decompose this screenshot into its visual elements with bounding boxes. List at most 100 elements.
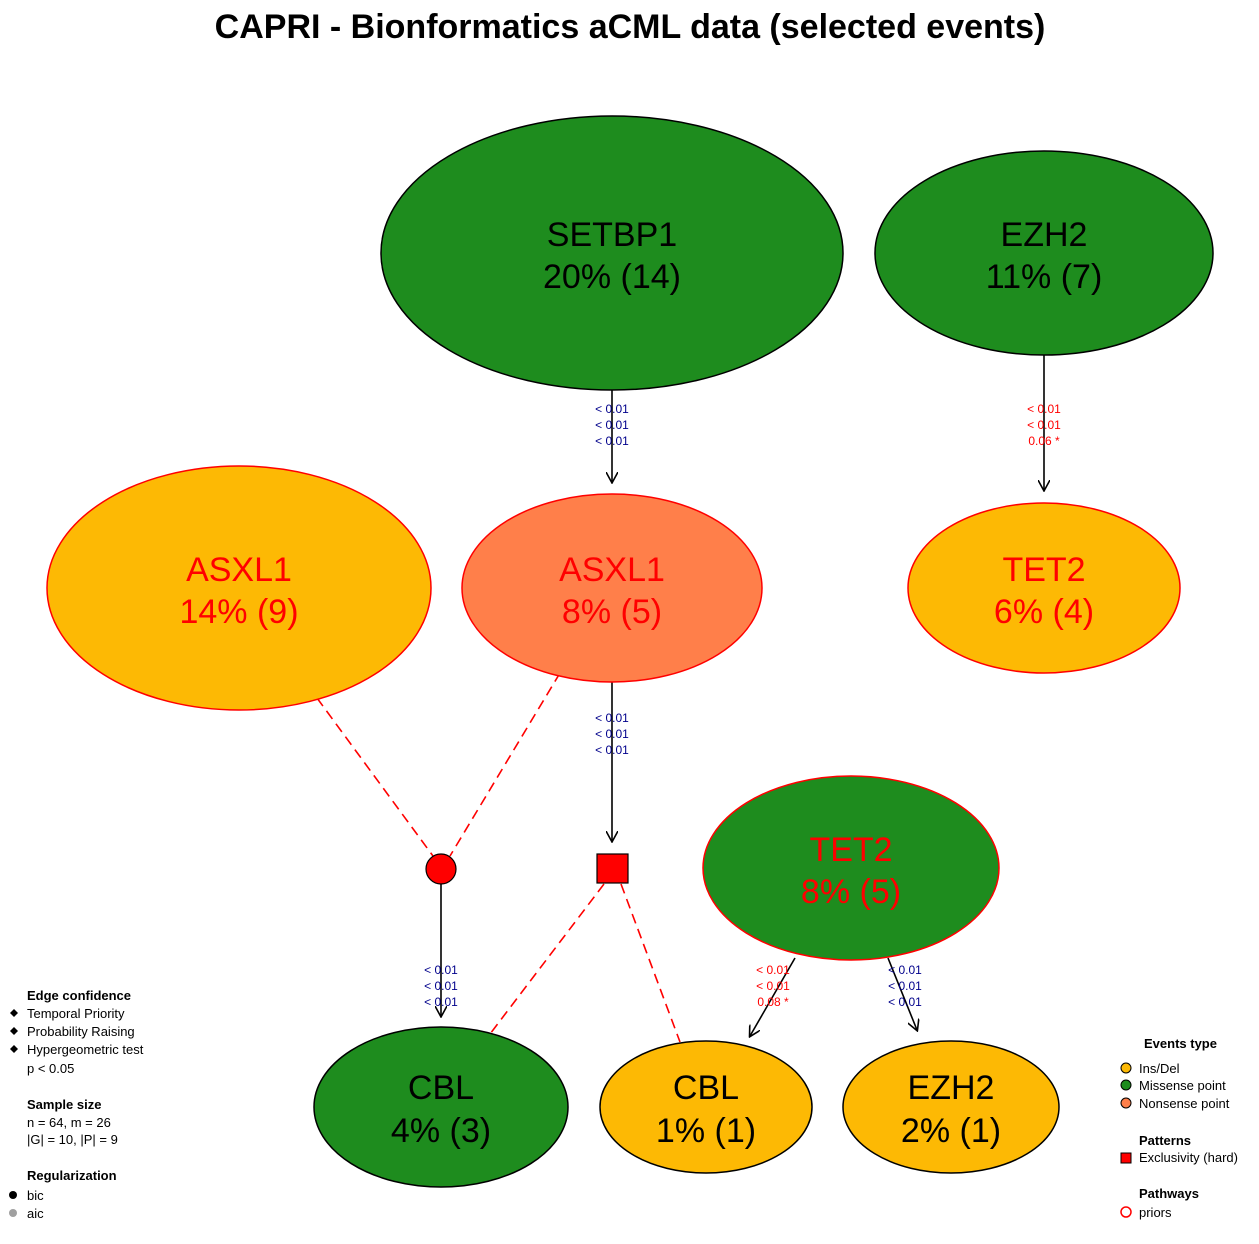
edges bbox=[441, 355, 1044, 1036]
node-gene-label: ASXL1 bbox=[186, 551, 292, 589]
exclusivity-pattern-node[interactable] bbox=[596, 853, 629, 884]
dashed-asxl1-indel-or bbox=[316, 697, 434, 857]
edge-label-asxl1-exclusivity: < 0.01 < 0.01 < 0.01 bbox=[595, 711, 629, 757]
legend-temporal-priority: Temporal Priority bbox=[27, 1006, 125, 1021]
or-pattern-node[interactable] bbox=[425, 853, 457, 885]
diagram-title: CAPRI - Bionformatics aCML data (selecte… bbox=[215, 8, 1046, 46]
bic-dot-icon bbox=[9, 1191, 17, 1199]
node-shape bbox=[874, 150, 1214, 356]
edge-confidence-value: < 0.01 bbox=[595, 402, 629, 416]
diamond-bullet-icon bbox=[10, 1045, 18, 1053]
dashed-edges bbox=[316, 672, 681, 1043]
node-gene-label: SETBP1 bbox=[547, 216, 677, 254]
node-gene-label: TET2 bbox=[809, 831, 892, 869]
edge-confidence-value: < 0.01 bbox=[595, 418, 629, 432]
legend-pathways-heading: Pathways bbox=[1139, 1186, 1199, 1201]
node-tet2-indel[interactable]: TET2 6% (4) bbox=[907, 502, 1181, 674]
legend-probability-raising: Probability Raising bbox=[27, 1024, 135, 1039]
legend-left: Edge confidence Temporal Priority Probab… bbox=[9, 988, 144, 1221]
edge-confidence-value: 0.08 * bbox=[757, 995, 789, 1009]
edge-confidence-value: < 0.01 bbox=[1027, 418, 1061, 432]
node-ezh2-top[interactable]: EZH2 11% (7) bbox=[874, 150, 1214, 356]
legend-sample-size-line2: |G| = 10, |P| = 9 bbox=[27, 1132, 118, 1147]
node-freq-label: 6% (4) bbox=[994, 593, 1094, 631]
node-gene-label: EZH2 bbox=[1001, 216, 1088, 254]
node-shape bbox=[907, 502, 1181, 674]
node-gene-label: CBL bbox=[408, 1069, 474, 1107]
node-setbp1[interactable]: SETBP1 20% (14) bbox=[380, 115, 844, 391]
edge-label-ezh2-tet2: < 0.01 < 0.01 0.06 * bbox=[1027, 402, 1061, 448]
dashed-exclusivity-cbl-missense bbox=[489, 883, 605, 1035]
node-freq-label: 11% (7) bbox=[986, 258, 1103, 296]
edge-confidence-value: < 0.01 bbox=[1027, 402, 1061, 416]
edge-confidence-value: < 0.01 bbox=[756, 979, 790, 993]
edge-label-setbp1-asxl1: < 0.01 < 0.01 < 0.01 bbox=[595, 402, 629, 448]
edge-tet2-cbl bbox=[750, 957, 796, 1036]
priors-swatch-icon bbox=[1120, 1206, 1132, 1218]
node-tet2-missense[interactable]: TET2 8% (5) bbox=[702, 775, 1000, 961]
legend-events-type-heading: Events type bbox=[1144, 1036, 1217, 1051]
edge-confidence-value: < 0.01 bbox=[424, 995, 458, 1009]
edge-tet2-ezh2 bbox=[887, 957, 917, 1030]
legend-exclusivity: Exclusivity (hard) bbox=[1139, 1150, 1238, 1165]
legend-right: Events type Ins/Del Missense point Nonse… bbox=[1120, 1036, 1238, 1220]
missense-swatch-icon bbox=[1120, 1079, 1132, 1091]
legend-pvalue: p < 0.05 bbox=[27, 1061, 74, 1076]
node-asxl1-indel[interactable]: ASXL1 14% (9) bbox=[46, 465, 432, 711]
edge-confidence-value: < 0.01 bbox=[595, 711, 629, 725]
insdel-swatch-icon bbox=[1120, 1062, 1132, 1074]
node-gene-label: CBL bbox=[673, 1069, 739, 1107]
node-shape bbox=[380, 115, 844, 391]
diamond-bullet-icon bbox=[10, 1009, 18, 1017]
edge-confidence-value: < 0.01 bbox=[424, 963, 458, 977]
legend-regularization-heading: Regularization bbox=[27, 1168, 117, 1183]
edge-confidence-value: < 0.01 bbox=[888, 979, 922, 993]
node-shape bbox=[842, 1040, 1060, 1174]
node-ezh2-bottom[interactable]: EZH2 2% (1) bbox=[842, 1040, 1060, 1174]
node-shape bbox=[313, 1026, 569, 1188]
node-freq-label: 20% (14) bbox=[543, 258, 681, 296]
legend-insdel: Ins/Del bbox=[1139, 1061, 1180, 1076]
node-freq-label: 8% (5) bbox=[801, 873, 901, 911]
nonsense-swatch-icon bbox=[1120, 1097, 1132, 1109]
node-shape bbox=[46, 465, 432, 711]
edge-confidence-value: < 0.01 bbox=[756, 963, 790, 977]
legend-bic: bic bbox=[27, 1188, 44, 1203]
node-freq-label: 2% (1) bbox=[901, 1112, 1001, 1150]
node-gene-label: EZH2 bbox=[908, 1069, 995, 1107]
node-shape bbox=[461, 493, 763, 683]
node-freq-label: 1% (1) bbox=[656, 1112, 756, 1150]
legend-hypergeometric-test: Hypergeometric test bbox=[27, 1042, 144, 1057]
edge-confidence-value: < 0.01 bbox=[888, 995, 922, 1009]
edge-label-tet2-cbl: < 0.01 < 0.01 0.08 * bbox=[756, 963, 790, 1009]
legend-priors: priors bbox=[1139, 1205, 1172, 1220]
dashed-exclusivity-cbl-indel bbox=[620, 883, 681, 1043]
aic-dot-icon bbox=[9, 1209, 17, 1217]
node-gene-label: TET2 bbox=[1002, 551, 1085, 589]
edge-confidence-value: < 0.01 bbox=[424, 979, 458, 993]
legend-sample-size-heading: Sample size bbox=[27, 1097, 101, 1112]
node-freq-label: 8% (5) bbox=[562, 593, 662, 631]
node-asxl1-nonsense[interactable]: ASXL1 8% (5) bbox=[461, 493, 763, 683]
legend-sample-size-line1: n = 64, m = 26 bbox=[27, 1115, 111, 1130]
legend-edge-confidence-heading: Edge confidence bbox=[27, 988, 131, 1003]
edge-confidence-value: < 0.01 bbox=[595, 727, 629, 741]
edge-confidence-value: < 0.01 bbox=[595, 743, 629, 757]
diamond-bullet-icon bbox=[10, 1027, 18, 1035]
legend-patterns-heading: Patterns bbox=[1139, 1133, 1191, 1148]
edge-label-tet2-ezh2: < 0.01 < 0.01 < 0.01 bbox=[888, 963, 922, 1009]
node-cbl-missense[interactable]: CBL 4% (3) bbox=[313, 1026, 569, 1188]
exclusivity-swatch-icon bbox=[1120, 1152, 1132, 1164]
edge-confidence-value: 0.06 * bbox=[1028, 434, 1060, 448]
dashed-asxl1-nonsense-or bbox=[449, 672, 561, 857]
node-cbl-indel[interactable]: CBL 1% (1) bbox=[599, 1040, 813, 1174]
edge-confidence-value: < 0.01 bbox=[595, 434, 629, 448]
edge-confidence-value: < 0.01 bbox=[888, 963, 922, 977]
node-freq-label: 4% (3) bbox=[391, 1112, 491, 1150]
legend-aic: aic bbox=[27, 1206, 44, 1221]
legend-nonsense: Nonsense point bbox=[1139, 1096, 1230, 1111]
node-shape bbox=[599, 1040, 813, 1174]
node-gene-label: ASXL1 bbox=[559, 551, 665, 589]
node-freq-label: 14% (9) bbox=[179, 593, 298, 631]
